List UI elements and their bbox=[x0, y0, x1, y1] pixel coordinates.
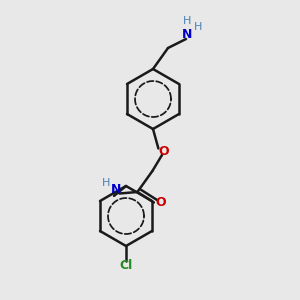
Text: O: O bbox=[158, 145, 169, 158]
Text: O: O bbox=[155, 196, 166, 209]
Text: N: N bbox=[111, 183, 122, 196]
Text: N: N bbox=[182, 28, 193, 41]
Text: H: H bbox=[102, 178, 110, 188]
Text: Cl: Cl bbox=[119, 259, 133, 272]
Text: H: H bbox=[194, 22, 202, 32]
Text: H: H bbox=[183, 16, 192, 26]
